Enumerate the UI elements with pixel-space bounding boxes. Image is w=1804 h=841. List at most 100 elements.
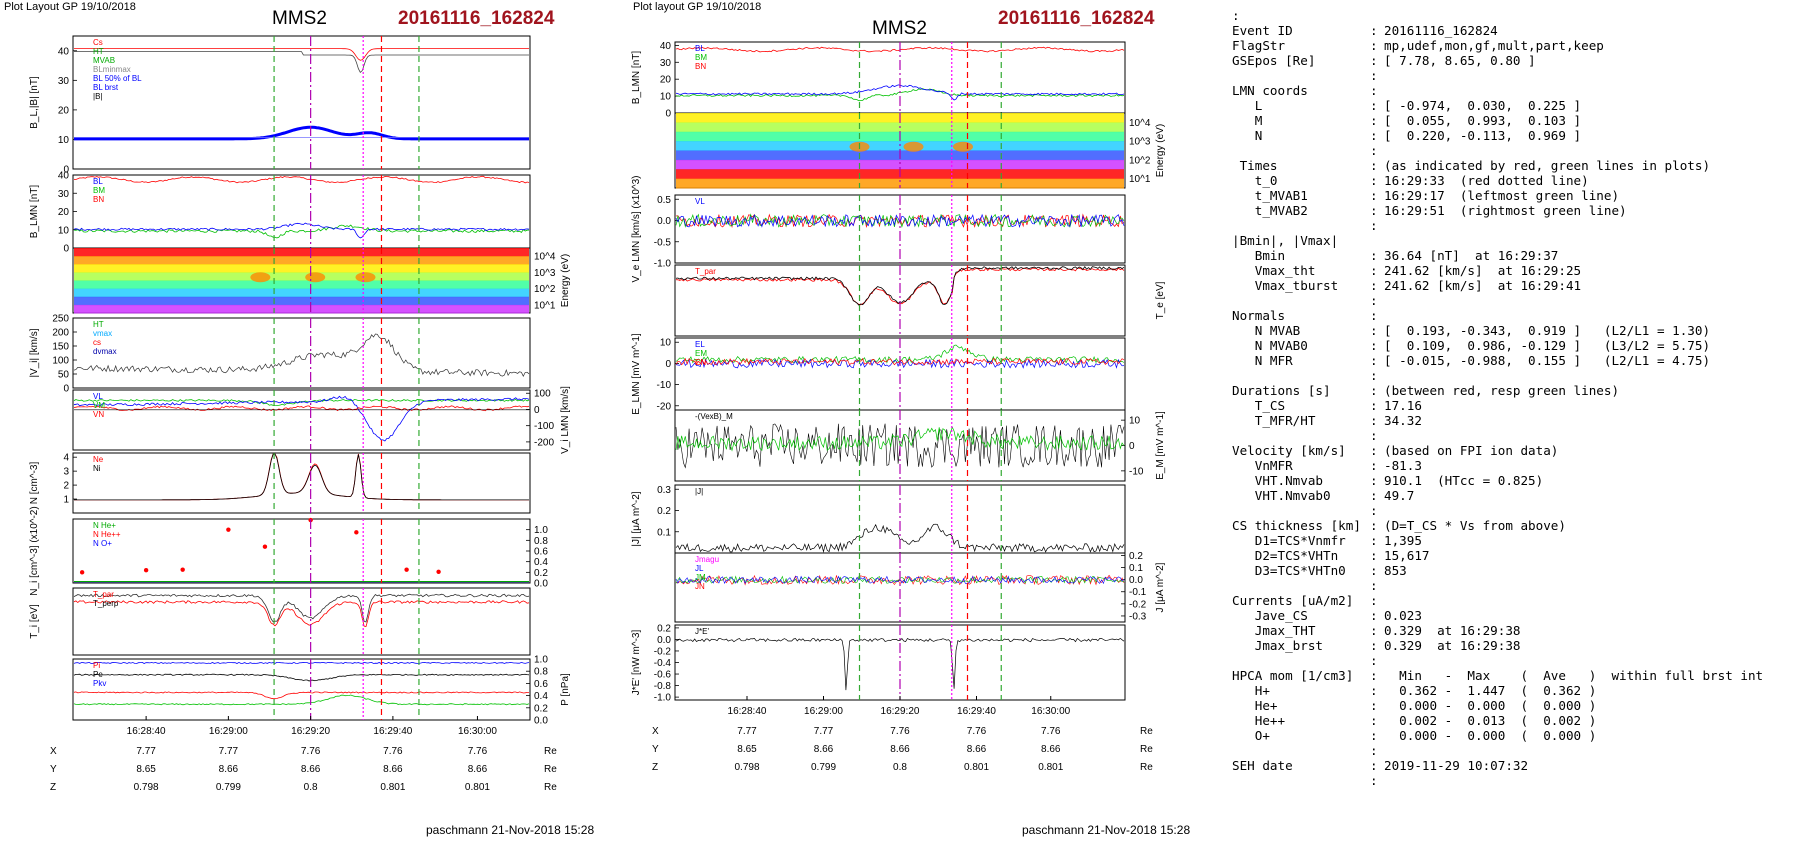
legend-entry: T_par <box>93 590 114 599</box>
event-summary: : Event ID:20161116_162824 FlagStr: mp,udef… <box>1232 8 1792 798</box>
y-tick-label: 0 <box>534 405 540 416</box>
y-tick-label: 2 <box>63 481 69 492</box>
ephemeris-value: 0.799 <box>811 762 836 773</box>
y-tick-label: 0.2 <box>534 703 548 714</box>
summary-row: Normals: <box>1232 308 1792 323</box>
y-tick-label: -0.5 <box>654 237 672 248</box>
y-axis-label: J*E' [nW m^-3] <box>631 630 642 696</box>
summary-colon: : <box>1370 758 1378 773</box>
y-tick-label: 1.0 <box>534 525 548 536</box>
ephemeris-label: X <box>50 746 57 757</box>
summary-colon: : <box>1370 338 1378 353</box>
ephemeris-value: 8.66 <box>468 764 488 775</box>
y-tick-label: 10^2 <box>1129 155 1151 166</box>
summary-value: 0.000 - 0.000 ( 0.000 ) <box>1384 698 1597 713</box>
summary-colon: : <box>1370 713 1378 728</box>
ephemeris-value: 8.66 <box>219 764 239 775</box>
legend-entry: Pe <box>93 670 103 679</box>
summary-row: : <box>1232 68 1792 83</box>
y-tick-label: 0 <box>665 109 671 120</box>
legend-entry: BL <box>695 44 705 53</box>
y-tick-label: 10 <box>660 92 672 103</box>
data-point <box>262 544 268 549</box>
ephemeris-value: 8.66 <box>814 744 834 755</box>
summary-colon: : <box>1370 653 1378 668</box>
y-tick-label: 0.5 <box>657 195 671 206</box>
ephemeris-value: 0.8 <box>893 762 907 773</box>
spectrogram-band <box>74 272 529 281</box>
legend-entry: Ni <box>93 464 101 473</box>
y-tick-label: 0.1 <box>657 527 671 538</box>
spectrogram-hotspot <box>250 272 271 283</box>
y-axis-label: V_i LMN [km/s] <box>560 386 571 454</box>
legend-entry: BLminmax <box>93 65 131 74</box>
y-tick-label: 100 <box>534 389 551 400</box>
mid-event-title: 20161116_162824 <box>998 8 1155 29</box>
left-footer: paschmann 21-Nov-2018 15:28 <box>426 823 595 837</box>
summary-key: Bmin <box>1232 248 1286 263</box>
legend-entry: VL <box>93 392 103 401</box>
summary-key: N MVAB0 <box>1232 338 1308 353</box>
summary-colon: : <box>1370 458 1378 473</box>
y-axis-label: B_LMN [nT] <box>29 185 40 239</box>
summary-colon: : <box>1370 533 1378 548</box>
ephemeris-value: 0.801 <box>465 782 490 793</box>
spectrogram-band <box>74 296 529 306</box>
y-tick-label: 30 <box>58 76 70 87</box>
y-tick-label: -0.1 <box>1129 587 1147 598</box>
legend-entry: Pkv <box>93 679 106 688</box>
legend-entry: J*E' <box>695 627 709 636</box>
summary-value: 49.7 <box>1384 488 1415 503</box>
spectrogram-band <box>676 178 1124 189</box>
legend-entry: JM <box>695 573 706 582</box>
ephemeris-value: 0.801 <box>380 782 405 793</box>
summary-colon: : <box>1370 593 1378 608</box>
spectrogram-band <box>74 256 529 265</box>
data-point <box>79 570 85 575</box>
summary-value: mp,udef,mon,gf,mult,part,keep <box>1384 38 1604 53</box>
series-line <box>675 426 1125 452</box>
summary-colon: : <box>1370 548 1378 563</box>
summary-colon: : <box>1370 203 1378 218</box>
summary-row: : <box>1232 578 1792 593</box>
summary-colon: : <box>1370 668 1378 683</box>
summary-row: N MVAB0: [ 0.109, 0.986, -0.129 ] (L3/L2 … <box>1232 338 1792 353</box>
summary-colon: : <box>1370 368 1378 383</box>
summary-key: M <box>1232 113 1263 128</box>
summary-row: : <box>1232 8 1792 23</box>
summary-value: 0.329 at 16:29:38 <box>1384 623 1521 638</box>
y-axis-label: E_LMN [mV m^-1] <box>631 333 642 415</box>
summary-value: (as indicated by red, green lines in plo… <box>1384 158 1711 173</box>
summary-key: D2=TCS*VHTn <box>1232 548 1339 563</box>
y-tick-label: 0.2 <box>534 568 548 579</box>
summary-row: : <box>1232 143 1792 158</box>
panel-7: 1.00.80.60.40.20.0 N_i [cm^-3] (x10^-2) N … <box>29 506 548 595</box>
x-tick-label: 16:29:00 <box>209 726 248 737</box>
summary-row: T_CS:17.16 <box>1232 398 1792 413</box>
summary-colon: : <box>1370 608 1378 623</box>
y-axis-label: N [cm^-3] <box>29 462 40 505</box>
ephemeris-value: 8.66 <box>383 764 403 775</box>
y-tick-label: 0 <box>63 165 69 176</box>
summary-row: : <box>1232 293 1792 308</box>
panel-3: 0.5 0.0 -0.5 -1.0 V_e LMN [km/s] (x10^3) VL <box>631 176 1126 282</box>
summary-row: Jave_CS:0.023 <box>1232 608 1792 623</box>
ephemeris-value: 0.799 <box>216 782 241 793</box>
y-axis-label: Energy (eV) <box>560 254 571 307</box>
summary-colon: : <box>1370 173 1378 188</box>
summary-key: N MVAB <box>1232 323 1301 338</box>
panel-frame <box>72 317 531 389</box>
series-line <box>74 48 529 61</box>
summary-key: Normals <box>1232 308 1286 323</box>
summary-row: SEH date:2019-11-29 10:07:32 <box>1232 758 1792 773</box>
series-line <box>73 673 530 682</box>
panel-8: 0.20.10.0-0.1-0.2-0.3J [μA m^-2]JmaguJLJ… <box>674 551 1166 623</box>
summary-key: VHT.Nmvab0 <box>1232 488 1331 503</box>
ephemeris-value: 7.76 <box>383 746 403 757</box>
y-axis-label: E_M [mV m^-1] <box>1155 411 1166 480</box>
summary-row: Times: (as indicated by red, green lines … <box>1232 158 1792 173</box>
y-tick-label: -20 <box>657 401 672 412</box>
